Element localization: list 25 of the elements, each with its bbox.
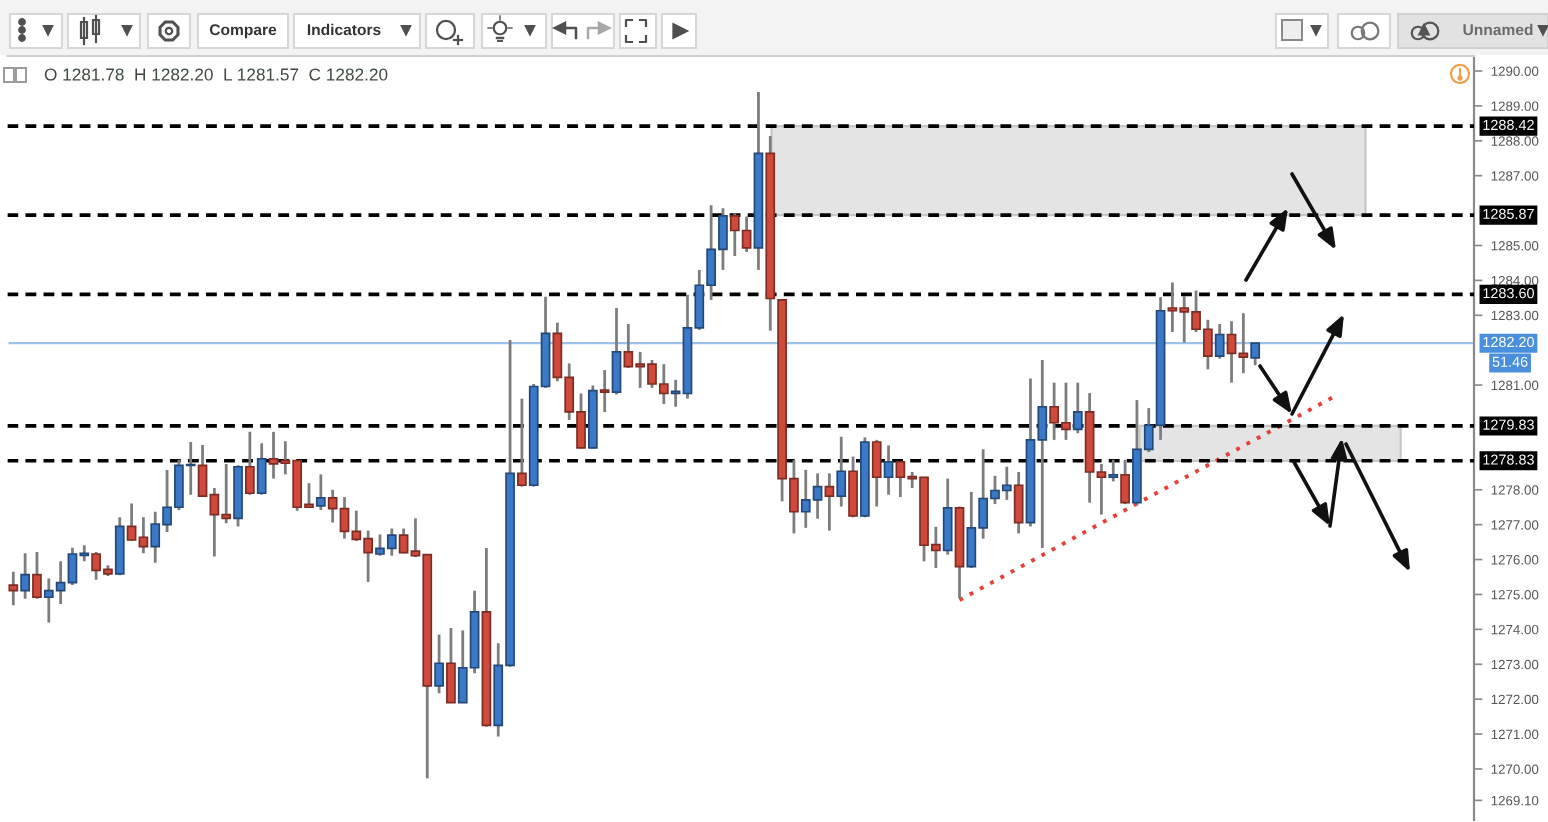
- candlestick: [599, 368, 610, 414]
- candlestick: [942, 477, 953, 557]
- candlestick: [434, 633, 444, 695]
- candlestick: [871, 438, 882, 508]
- candlestick: [824, 471, 835, 532]
- candlestick: [883, 444, 894, 497]
- candlestick: [1072, 381, 1083, 435]
- candlestick: [1250, 341, 1261, 367]
- candlestick: [1108, 458, 1119, 483]
- candlestick: [611, 306, 622, 396]
- candlestick: [446, 626, 456, 705]
- candlestick: [848, 455, 858, 519]
- candlestick: [1013, 470, 1024, 535]
- candlestick: [245, 430, 255, 497]
- candlestick: [114, 515, 125, 577]
- candlestick: [32, 550, 42, 601]
- candlestick: [256, 441, 267, 497]
- annotation: O 1281.78 H 1282.20 L 1281.57 C 1282.20: [44, 68, 388, 81]
- candlestick: [315, 473, 326, 512]
- candlestick: [8, 570, 19, 607]
- candlestick: [1214, 322, 1225, 360]
- candlestick: [1120, 458, 1130, 506]
- candlestick: [20, 551, 30, 601]
- candlestick: [836, 435, 847, 508]
- candlestick: [517, 397, 527, 489]
